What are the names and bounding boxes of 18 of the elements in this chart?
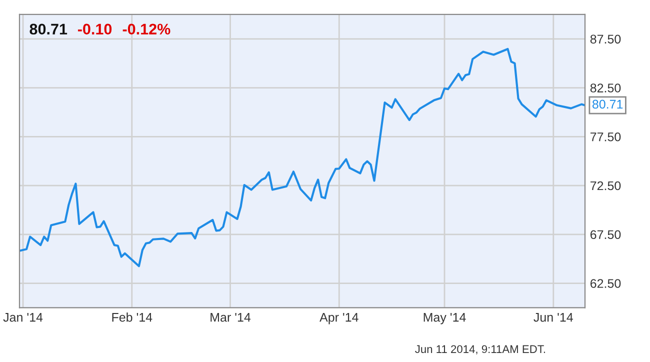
text: Jun 11 2014, 9:11AM EDT. bbox=[415, 345, 545, 354]
y-tick-label: 77.50 bbox=[590, 132, 621, 142]
x-tick-label: Mar '14 bbox=[210, 313, 251, 322]
x-tick-label: Jan '14 bbox=[3, 313, 43, 322]
y-tick-label: 87.50 bbox=[590, 34, 621, 44]
line-series bbox=[20, 48, 585, 268]
y-tick-label: 62.50 bbox=[590, 279, 621, 288]
y-tick-label: 67.50 bbox=[590, 230, 621, 240]
x-tick-label: Apr '14 bbox=[320, 313, 358, 324]
annotation: -0.12% bbox=[122, 24, 170, 35]
x-tick-label: Jun '14 bbox=[534, 313, 573, 322]
annotation: -0.10 bbox=[78, 24, 112, 35]
annotation: 80.71 bbox=[592, 100, 623, 109]
x-tick-label: Feb '14 bbox=[112, 312, 152, 322]
y-tick-label: 82.50 bbox=[590, 84, 621, 92]
chart-title: 80.71 bbox=[30, 24, 68, 35]
y-tick-label: 72.50 bbox=[590, 181, 621, 190]
x-tick-label: May '14 bbox=[424, 313, 466, 324]
